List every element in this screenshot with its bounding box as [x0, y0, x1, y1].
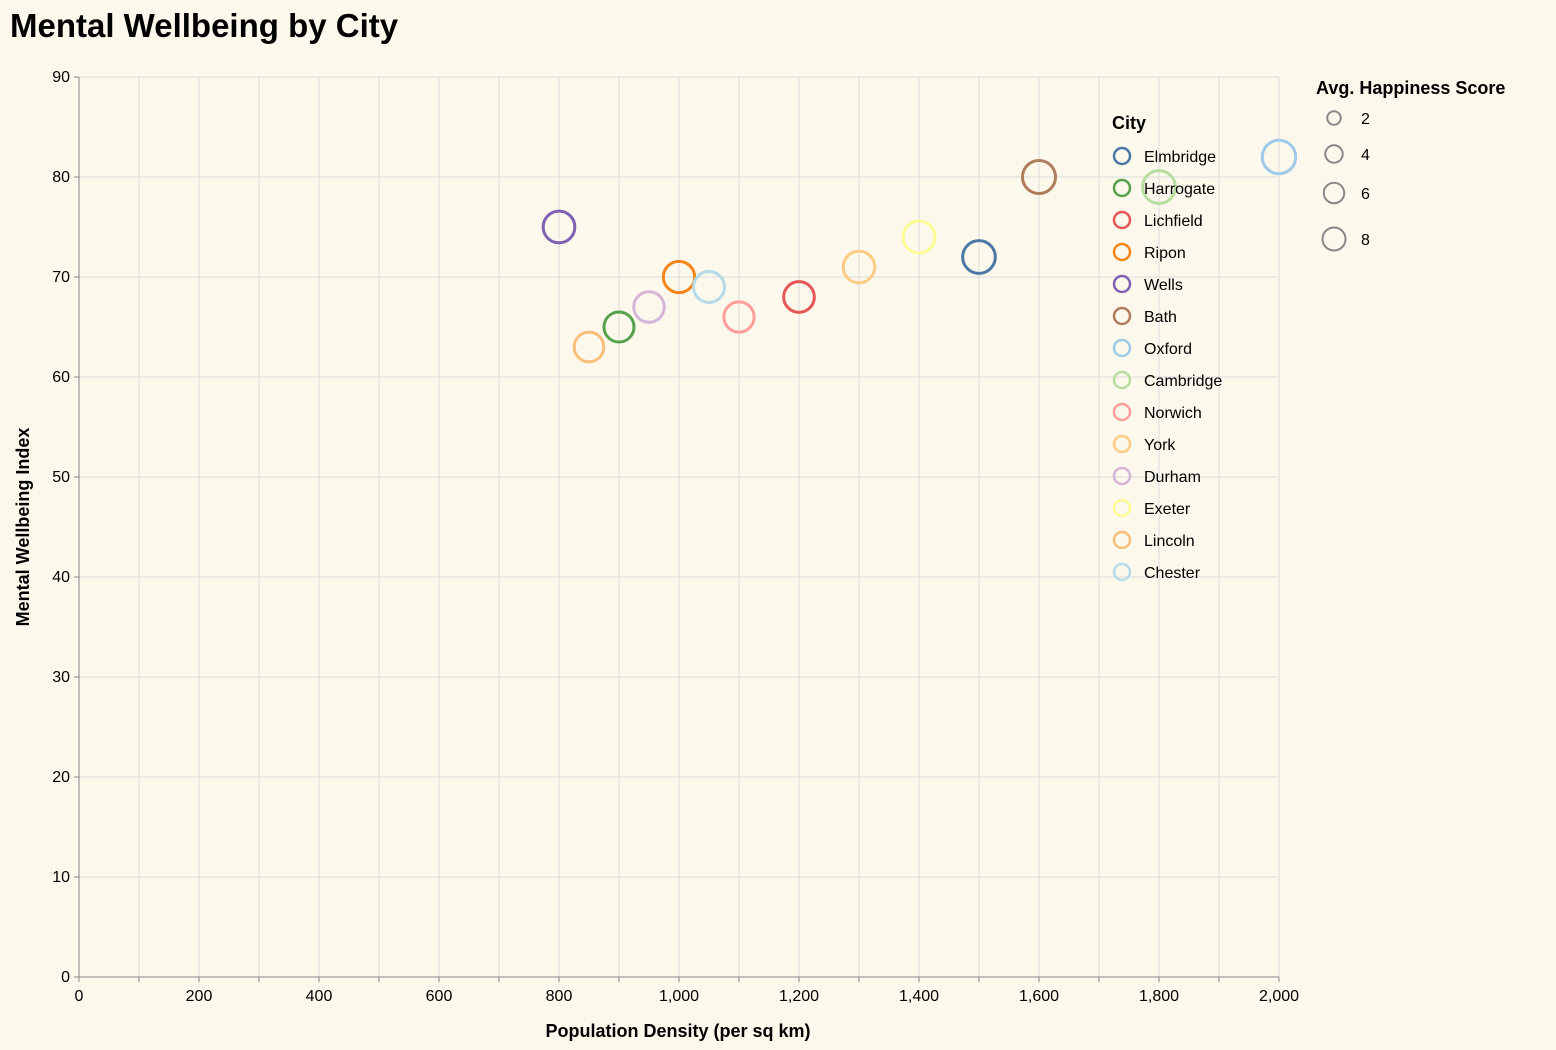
data-point-exeter	[901, 219, 937, 255]
y-tick-label: 80	[52, 169, 70, 186]
y-tick-label: 30	[52, 669, 70, 686]
legend-symbol	[1112, 306, 1132, 326]
size-legend-symbol	[1322, 181, 1346, 205]
y-tick-label: 20	[52, 769, 70, 786]
legend-label: Oxford	[1144, 341, 1192, 358]
data-points	[541, 138, 1298, 364]
x-tick-label: 400	[306, 988, 333, 1005]
size-legend-symbol	[1324, 144, 1344, 164]
data-point-elmbridge	[961, 239, 997, 275]
size-legend-symbol	[1321, 226, 1347, 252]
y-tick-label: 50	[52, 469, 70, 486]
legend-label: Lichfield	[1144, 213, 1203, 230]
legend-symbol	[1112, 498, 1132, 518]
x-tick-label: 600	[426, 988, 453, 1005]
legend-label: Harrogate	[1144, 181, 1215, 198]
legend-symbol	[1112, 562, 1132, 582]
x-tick-label: 800	[546, 988, 573, 1005]
x-tick-label: 1,400	[899, 988, 939, 1005]
legend-symbol	[1112, 530, 1132, 550]
x-tick-label: 1,000	[659, 988, 699, 1005]
legend-label: Durham	[1144, 469, 1201, 486]
y-tick-label: 40	[52, 569, 70, 586]
legend-label: Bath	[1144, 309, 1177, 326]
legend-label: York	[1144, 437, 1176, 454]
y-tick-label: 60	[52, 369, 70, 386]
legend-symbol	[1112, 146, 1132, 166]
data-point-lichfield	[782, 280, 816, 314]
size-legend-label: 2	[1361, 111, 1370, 128]
x-tick-label: 0	[75, 988, 84, 1005]
legend-label: Norwich	[1144, 405, 1202, 422]
data-point-norwich	[722, 300, 756, 334]
x-tick-label: 2,000	[1259, 988, 1299, 1005]
data-point-lincoln	[572, 330, 606, 364]
data-point-oxford	[1260, 138, 1298, 176]
color-legend-title: City	[1112, 113, 1146, 133]
data-point-bath	[1020, 158, 1058, 196]
legend-label: Lincoln	[1144, 533, 1195, 550]
chart-title: Mental Wellbeing by City	[10, 7, 399, 44]
legend-label: Wells	[1144, 277, 1183, 294]
legend-symbol	[1112, 370, 1132, 390]
legend-symbol	[1112, 274, 1132, 294]
size-legend-label: 6	[1361, 186, 1370, 203]
legend-label: Exeter	[1144, 501, 1191, 518]
x-tick-label: 1,200	[779, 988, 819, 1005]
legend-label: Cambridge	[1144, 373, 1222, 390]
legend-symbol	[1112, 434, 1132, 454]
legend-label: Chester	[1144, 565, 1201, 582]
legend-symbol	[1112, 402, 1132, 422]
data-point-durham	[632, 290, 666, 324]
legend-label: Elmbridge	[1144, 149, 1216, 166]
data-point-wells	[541, 209, 577, 245]
size-legend-label: 4	[1361, 147, 1370, 164]
y-tick-label: 90	[52, 69, 70, 86]
data-point-harrogate	[602, 310, 636, 344]
data-point-cambridge	[1141, 169, 1177, 205]
data-point-chester	[692, 270, 726, 304]
x-tick-label: 1,800	[1139, 988, 1179, 1005]
x-axis-title: Population Density (per sq km)	[545, 1021, 810, 1041]
x-tick-label: 200	[186, 988, 213, 1005]
color-legend: City Elmbridge Harrogate Lichfield Ripon Wel…	[1112, 113, 1222, 582]
data-point-york	[841, 249, 877, 285]
legend-symbol	[1112, 466, 1132, 486]
legend-symbol	[1112, 338, 1132, 358]
size-legend-symbol	[1326, 110, 1342, 126]
legend-symbol	[1112, 210, 1132, 230]
axes: 0 200 400 600 800 1,000 1,200 1,400 1,600 1,800 2,…	[52, 69, 1299, 1005]
y-tick-label: 0	[61, 969, 70, 986]
x-tick-label: 1,600	[1019, 988, 1059, 1005]
data-point-ripon	[661, 259, 697, 295]
grid	[78, 76, 1280, 978]
size-legend: Avg. Happiness Score 2 4 6 8	[1316, 78, 1505, 252]
legend-symbol	[1112, 242, 1132, 262]
legend-symbol	[1112, 178, 1132, 198]
y-tick-label: 10	[52, 869, 70, 886]
legend-label: Ripon	[1144, 245, 1186, 262]
y-axis-title: Mental Wellbeing Index	[13, 428, 33, 627]
y-tick-label: 70	[52, 269, 70, 286]
size-legend-label: 8	[1361, 232, 1370, 249]
size-legend-title: Avg. Happiness Score	[1316, 78, 1505, 98]
